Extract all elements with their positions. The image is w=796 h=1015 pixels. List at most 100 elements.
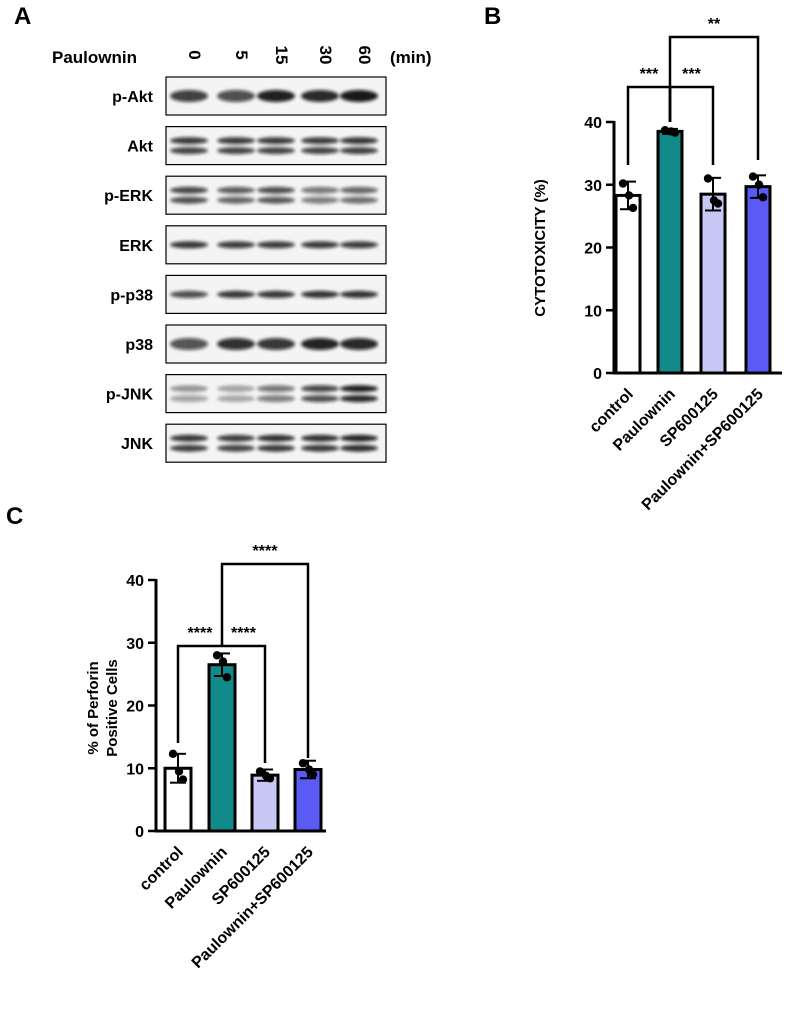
- blot-band: [257, 90, 295, 102]
- blot-bands: [170, 434, 378, 452]
- blot-band: [257, 196, 295, 204]
- blot-row-label: JNK: [121, 436, 153, 453]
- blot-band: [340, 196, 378, 204]
- blot-band: [217, 196, 255, 204]
- timepoint-label: 60: [355, 46, 374, 65]
- blot-band: [257, 434, 295, 442]
- blot-band: [301, 137, 339, 145]
- y-tick-label: 20: [126, 699, 144, 716]
- blot-band: [301, 241, 339, 249]
- blot-bands: [170, 338, 378, 350]
- blot-band: [340, 186, 378, 194]
- treatment-label: Paulownin: [52, 48, 137, 67]
- blot-row: p38: [125, 324, 387, 364]
- blot-bands: [170, 186, 378, 204]
- data-point: [265, 774, 275, 783]
- blot-row: p-JNK: [106, 374, 387, 414]
- blot-band: [170, 385, 208, 393]
- blot-band: [217, 290, 255, 298]
- blot-row: p-p38: [110, 274, 387, 314]
- y-tick-label: 30: [126, 636, 144, 653]
- data-point: [703, 174, 713, 183]
- y-tick-label: 10: [126, 761, 144, 778]
- blot-band: [170, 241, 208, 249]
- blot-rows: p-Akt Akt p-ERK ERK p-p38 p38 p-JNK JNK: [104, 76, 387, 463]
- panel-a-label: A: [14, 3, 31, 30]
- timepoint-label: 5: [232, 50, 251, 59]
- blot-row: ERK: [119, 225, 387, 265]
- blot-band: [170, 290, 208, 298]
- blot-band: [217, 147, 255, 155]
- significance-bracket: [220, 562, 310, 758]
- blot-band: [170, 196, 208, 204]
- panel-a-western-blot: A Paulownin 0 5 15 30 60 (min) p-Akt Akt p-ERK…: [14, 3, 432, 463]
- data-point: [298, 759, 308, 768]
- blot-band: [340, 444, 378, 452]
- blot-band: [257, 444, 295, 452]
- blot-band: [301, 147, 339, 155]
- data-point: [670, 128, 680, 137]
- timepoint-label: 15: [272, 46, 291, 65]
- blot-bands: [170, 90, 378, 102]
- bar: [207, 663, 237, 833]
- blot-membrane: [165, 125, 387, 166]
- blot-band: [257, 290, 295, 298]
- y-axis-label: CYTOTOXICITY (%): [532, 179, 549, 317]
- significance-bracket: [222, 644, 267, 763]
- blot-row-label: p-p38: [110, 287, 153, 304]
- blot-row: p-Akt: [112, 76, 387, 116]
- blot-bands: [170, 290, 378, 298]
- data-point: [628, 203, 638, 213]
- data-point: [624, 191, 634, 200]
- data-point: [255, 767, 265, 776]
- timepoint-label: 30: [316, 46, 335, 65]
- blot-band: [170, 395, 208, 403]
- blot-band: [170, 434, 208, 442]
- blot-band: [170, 186, 208, 194]
- blot-row: JNK: [121, 423, 387, 463]
- blot-row: Akt: [127, 125, 387, 166]
- unit-label: (min): [390, 48, 432, 67]
- data-point: [222, 673, 232, 682]
- data-point: [758, 193, 768, 202]
- significance-label: ***: [682, 66, 701, 83]
- y-tick-label: 10: [584, 303, 602, 320]
- data-point: [713, 199, 723, 208]
- panel-c-label: C: [6, 503, 23, 530]
- y-tick-label: 0: [135, 824, 144, 841]
- blot-membrane: [165, 423, 387, 463]
- blot-band: [301, 90, 339, 102]
- y-axis-label: % of Perforin: [85, 661, 102, 754]
- blot-bands: [170, 137, 378, 155]
- blot-band: [217, 444, 255, 452]
- blot-row-label: p-ERK: [104, 188, 153, 205]
- blot-row: p-ERK: [104, 175, 387, 215]
- blot-band: [257, 338, 295, 350]
- blot-band: [340, 395, 378, 403]
- blot-band: [217, 385, 255, 393]
- data-point: [168, 749, 178, 759]
- blot-bands: [170, 385, 378, 403]
- bar: [250, 773, 280, 833]
- bar: [293, 768, 323, 833]
- blot-band: [301, 434, 339, 442]
- significance-bracket: [668, 35, 760, 160]
- significance-bracket: [176, 644, 222, 743]
- blot-band: [301, 186, 339, 194]
- y-tick-label: 0: [593, 366, 602, 383]
- y-tick-label: 40: [584, 115, 602, 132]
- bar: [614, 193, 642, 375]
- blot-band: [257, 395, 295, 403]
- blot-band: [301, 196, 339, 204]
- y-axis-label: Positive Cells: [104, 659, 121, 757]
- bar: [656, 129, 684, 375]
- blot-bands: [170, 241, 378, 249]
- blot-row-label: p-Akt: [112, 89, 154, 106]
- significance-label: **: [708, 16, 721, 33]
- blot-row-label: p38: [125, 337, 153, 354]
- blot-band: [340, 434, 378, 442]
